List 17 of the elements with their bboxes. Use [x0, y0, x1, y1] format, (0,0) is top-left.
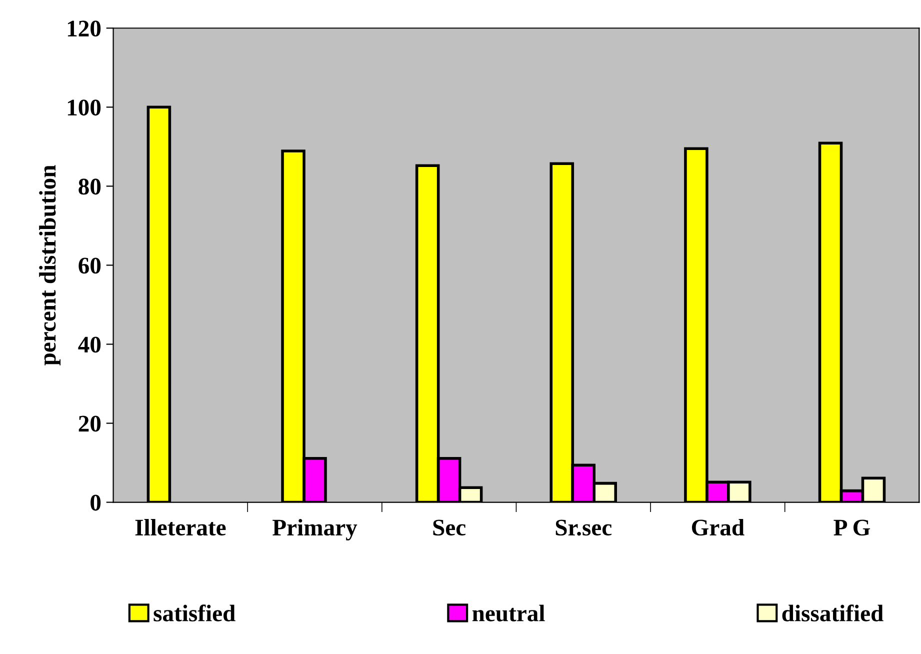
y-tick-label: 100 — [68, 100, 101, 116]
y-tick-label: 80 — [78, 178, 101, 195]
y-tick-label: 60 — [78, 258, 101, 274]
x-tick-label: Sec — [433, 520, 466, 536]
x-tick-label: P G — [834, 520, 870, 536]
y-tick-label: 20 — [78, 416, 101, 432]
legend-label: dissatified — [782, 604, 884, 622]
x-tick-label: Sr.sec — [556, 520, 612, 536]
x-tick-label: Primary — [272, 518, 358, 540]
x-tick-label: Illeterate — [135, 518, 226, 536]
y-axis-title: percent distribution — [39, 165, 61, 366]
x-tick-label: Grad — [692, 518, 744, 536]
legend-label: neutral — [472, 604, 545, 622]
legend-label: satisfied — [154, 604, 236, 622]
y-tick-label: 120 — [68, 20, 101, 37]
y-tick-label: 40 — [78, 336, 101, 353]
y-tick-label: 0 — [90, 494, 101, 511]
